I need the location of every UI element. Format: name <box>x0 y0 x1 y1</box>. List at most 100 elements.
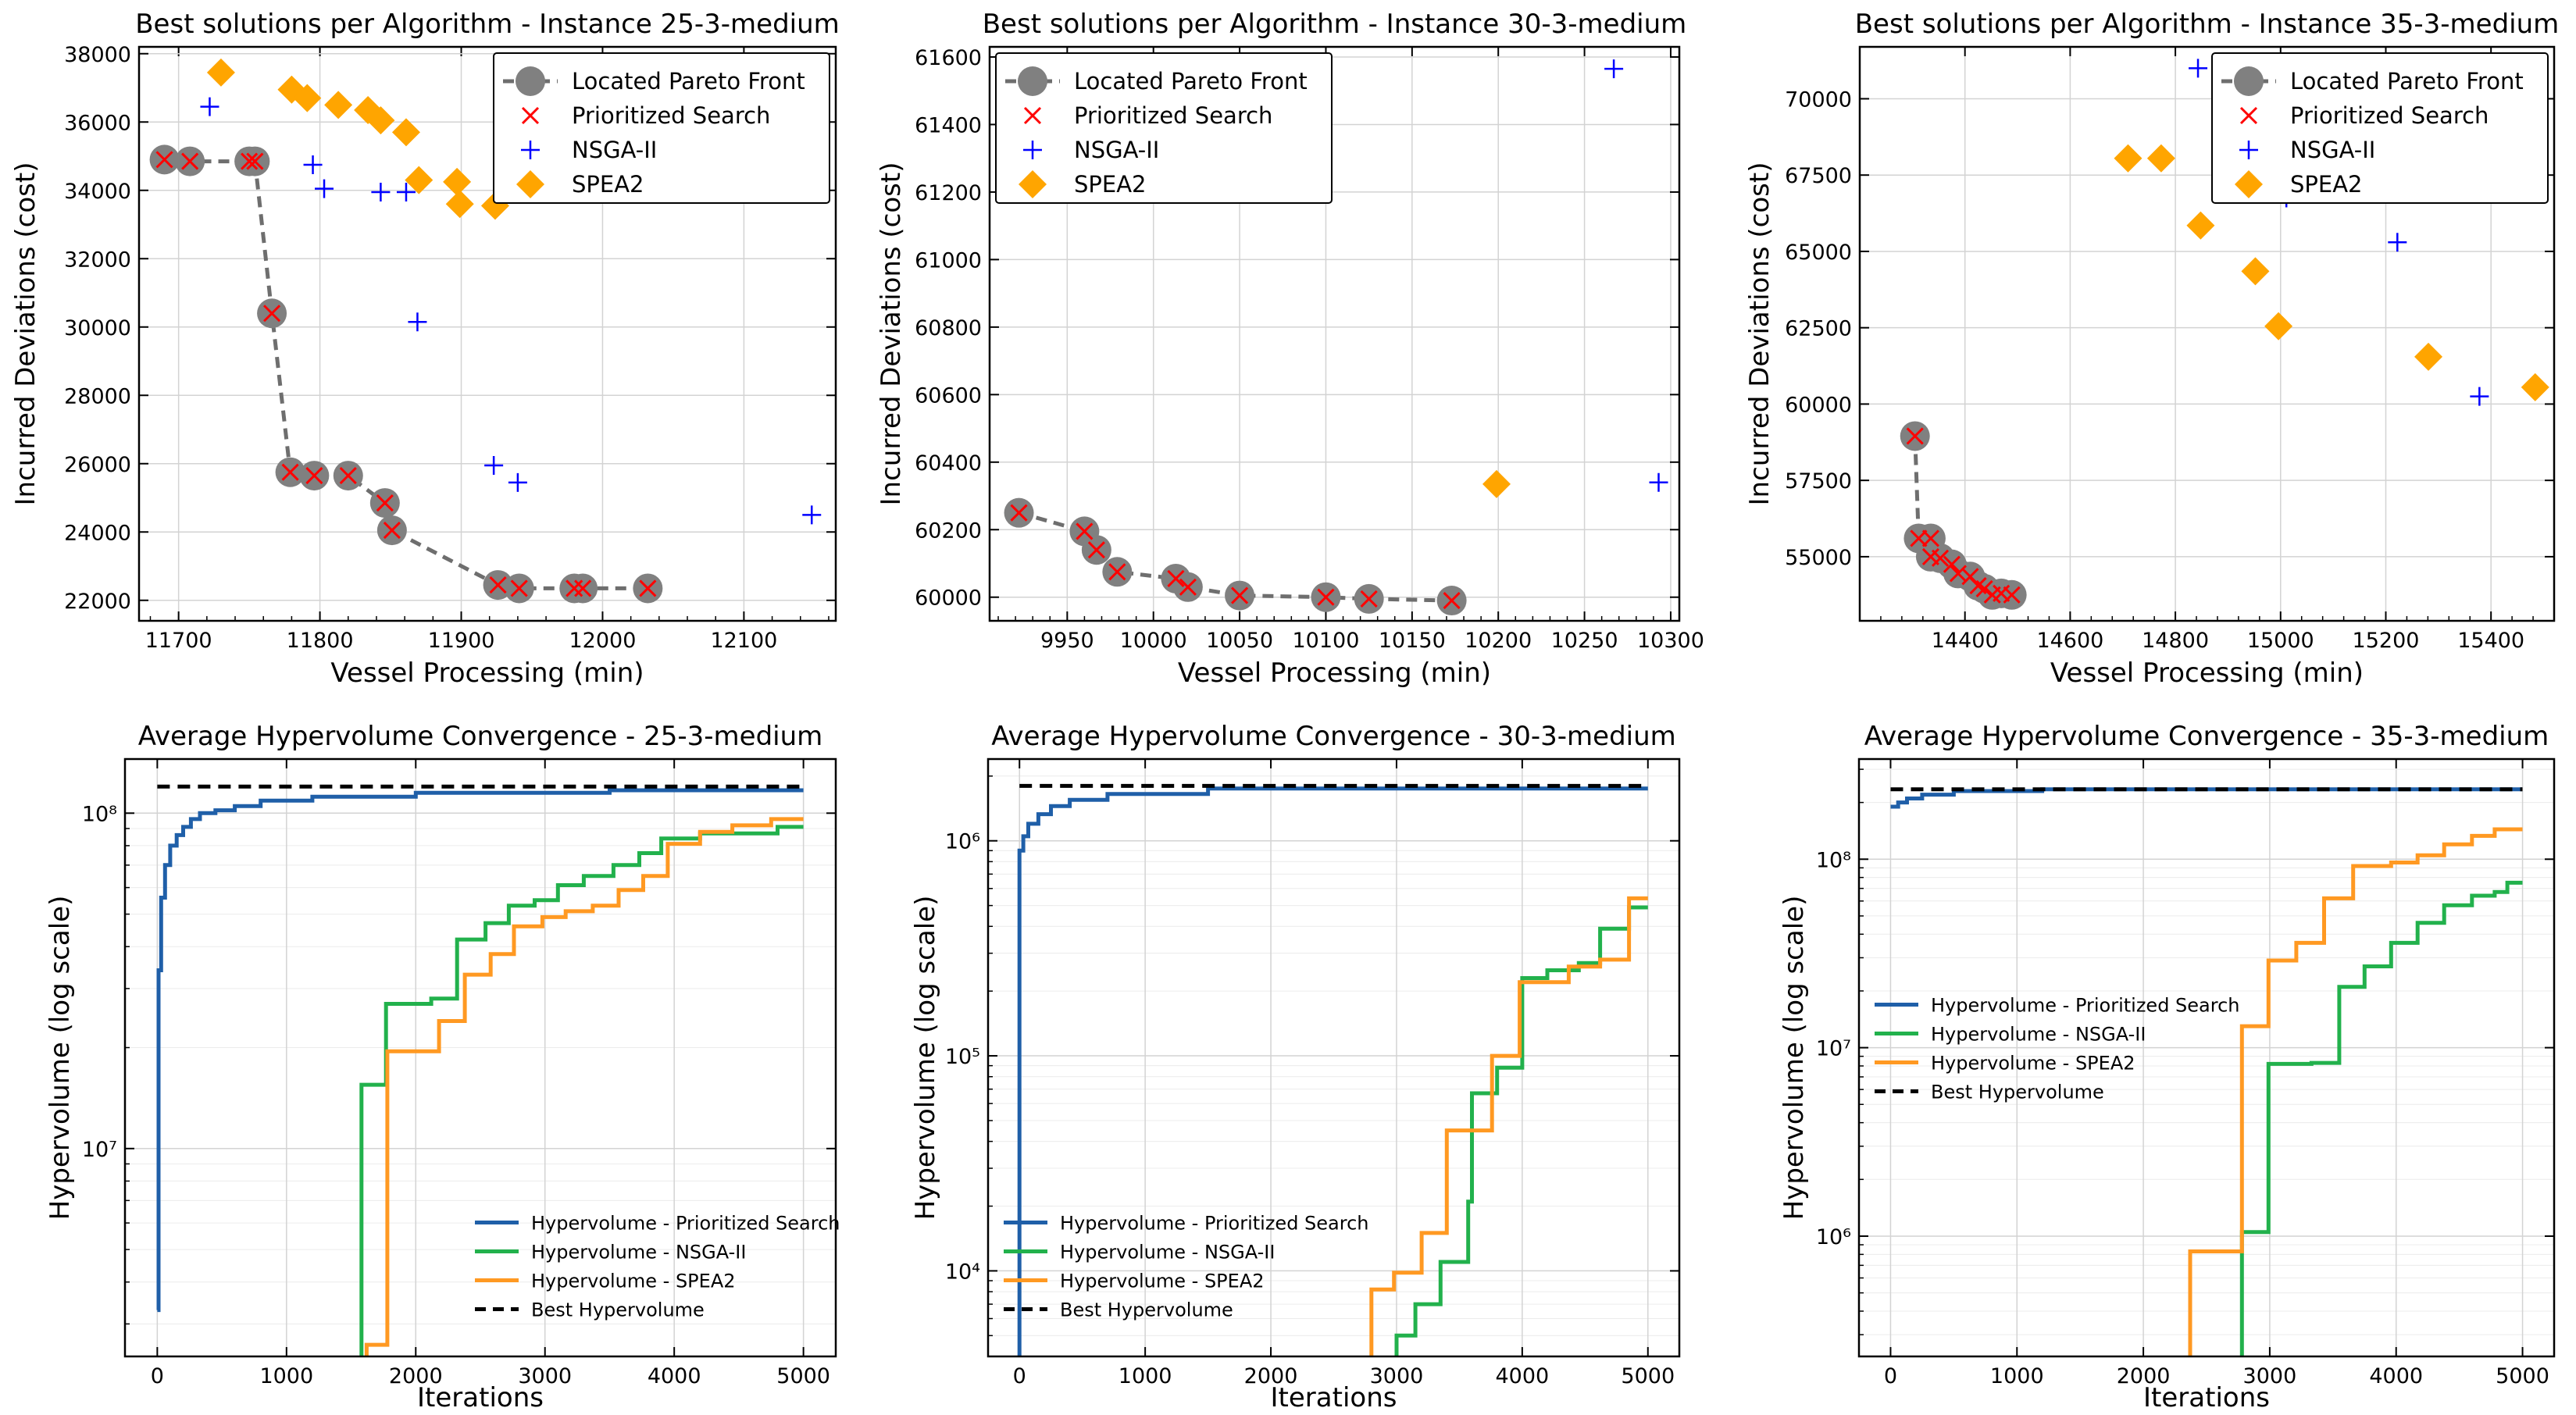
diamond-point <box>2414 342 2443 371</box>
x-point <box>376 494 394 512</box>
y-tick-label: 10⁴ <box>945 1260 980 1284</box>
x-tick-label: 14600 <box>2036 629 2103 653</box>
legend-label: Hypervolume - SPEA2 <box>531 1271 736 1292</box>
y-tick-label: 30000 <box>64 316 131 340</box>
axes-frame <box>988 45 1681 622</box>
y-axis-label: Hypervolume (log scale) <box>1779 896 1810 1221</box>
x-tick-label: 15200 <box>2353 629 2420 653</box>
legend: Hypervolume - Prioritized Search Hypervol… <box>475 1213 840 1321</box>
x-tick-label: 5000 <box>2496 1364 2549 1388</box>
legend-marker <box>516 66 545 96</box>
x-point <box>1443 591 1461 610</box>
y-tick-label: 28000 <box>64 384 131 408</box>
x-axis-label: Vessel Processing (min) <box>2050 658 2364 689</box>
x-point <box>566 579 583 597</box>
legend: Hypervolume - Prioritized Search Hypervol… <box>1875 995 2240 1103</box>
x-point <box>383 522 401 540</box>
legend-label: Hypervolume - SPEA2 <box>1060 1271 1265 1292</box>
legend-label: Prioritized Search <box>1074 102 1272 129</box>
x-tick-label: 14400 <box>1932 629 1999 653</box>
legend-marker <box>1019 170 1047 198</box>
diamond-point <box>206 58 235 87</box>
legend-label: Located Pareto Front <box>2290 68 2524 94</box>
x-tick-label: 3000 <box>2243 1364 2297 1388</box>
y-tick-label: 60000 <box>1785 393 1852 417</box>
x-point <box>181 152 199 170</box>
legend-label: Located Pareto Front <box>572 68 805 94</box>
plus-point <box>2189 59 2208 78</box>
y-tick-label: 10⁶ <box>945 830 980 854</box>
series-line <box>1394 905 1648 1356</box>
plus-point <box>371 182 391 201</box>
legend-marker <box>1018 66 1047 96</box>
y-tick-label: 34000 <box>64 180 131 204</box>
x-point <box>1076 522 1094 540</box>
y-tick-label: 60200 <box>915 519 982 543</box>
y-tick-label: 10⁷ <box>1816 1037 1851 1061</box>
legend-label: Hypervolume - Prioritized Search <box>1931 995 2240 1017</box>
x-tick-label: 11700 <box>145 629 212 653</box>
y-axis-label: Hypervolume (log scale) <box>45 896 76 1221</box>
x-tick-label: 5000 <box>1621 1364 1675 1388</box>
legend-label: Located Pareto Front <box>1074 68 1308 94</box>
x-point <box>1360 590 1378 608</box>
y-tick-label: 24000 <box>64 521 131 545</box>
y-tick-label: 36000 <box>64 111 131 135</box>
x-tick-label: 12000 <box>569 629 637 653</box>
x-axis-label: Iterations <box>2143 1382 2270 1413</box>
x-tick-label: 10000 <box>1120 629 1187 653</box>
chart-panel: 11700 11800 11900 12000 12100 22000 24000 26000… <box>10 9 840 689</box>
x-point <box>639 579 657 597</box>
x-tick-label: 5000 <box>776 1364 830 1388</box>
x-point <box>1921 529 1939 547</box>
plot-area <box>149 58 822 604</box>
x-tick-label: 12100 <box>710 629 777 653</box>
x-point <box>241 152 259 170</box>
x-point <box>1179 578 1197 596</box>
legend-label: SPEA2 <box>2290 171 2363 198</box>
y-tick-label: 61000 <box>915 248 982 273</box>
legend-marker <box>521 106 540 125</box>
diamond-point <box>2186 211 2215 240</box>
x-point <box>281 463 299 481</box>
x-tick-label: 10100 <box>1293 629 1360 653</box>
x-tick-label: 0 <box>1013 1364 1026 1388</box>
x-point <box>1010 504 1028 522</box>
x-axis-label: Vessel Processing (min) <box>1178 658 1491 689</box>
diamond-point <box>366 106 395 135</box>
legend-frame <box>995 52 1333 204</box>
diamond-point <box>324 91 353 119</box>
legend-frame <box>2211 52 2549 204</box>
legend-marker <box>1023 106 1042 125</box>
diamond-point <box>2241 257 2270 286</box>
y-tick-label: 61400 <box>915 113 982 137</box>
y-tick-label: 10⁷ <box>82 1138 117 1162</box>
legend-marker <box>2235 170 2263 198</box>
x-point <box>246 152 264 170</box>
legend-label: SPEA2 <box>1074 171 1147 198</box>
x-tick-label: 3000 <box>1370 1364 1424 1388</box>
plus-point <box>315 179 334 198</box>
y-axis-label: Hypervolume (log scale) <box>910 896 941 1221</box>
x-point <box>1087 541 1105 559</box>
plus-point <box>408 312 427 332</box>
x-tick-label: 1000 <box>1990 1364 2044 1388</box>
y-tick-label: 65000 <box>1785 241 1852 265</box>
x-tick-label: 10150 <box>1379 629 1446 653</box>
x-tick-label: 0 <box>1884 1364 1897 1388</box>
plus-point <box>303 155 323 174</box>
x-point <box>339 467 357 485</box>
x-point <box>305 467 323 485</box>
plot-area <box>1004 59 1668 616</box>
legend-label: SPEA2 <box>572 171 644 198</box>
y-axis-label: Incurred Deviations (cost) <box>10 162 41 506</box>
axes-frame <box>1858 45 2556 622</box>
x-point <box>155 151 173 169</box>
y-tick-label: 26000 <box>64 453 131 477</box>
legend-frame <box>493 52 830 204</box>
x-point <box>1910 529 1928 547</box>
legend: Located Pareto Front Prioritized Search NS… <box>2211 52 2549 204</box>
plus-point <box>802 505 822 525</box>
x-tick-label: 0 <box>151 1364 164 1388</box>
